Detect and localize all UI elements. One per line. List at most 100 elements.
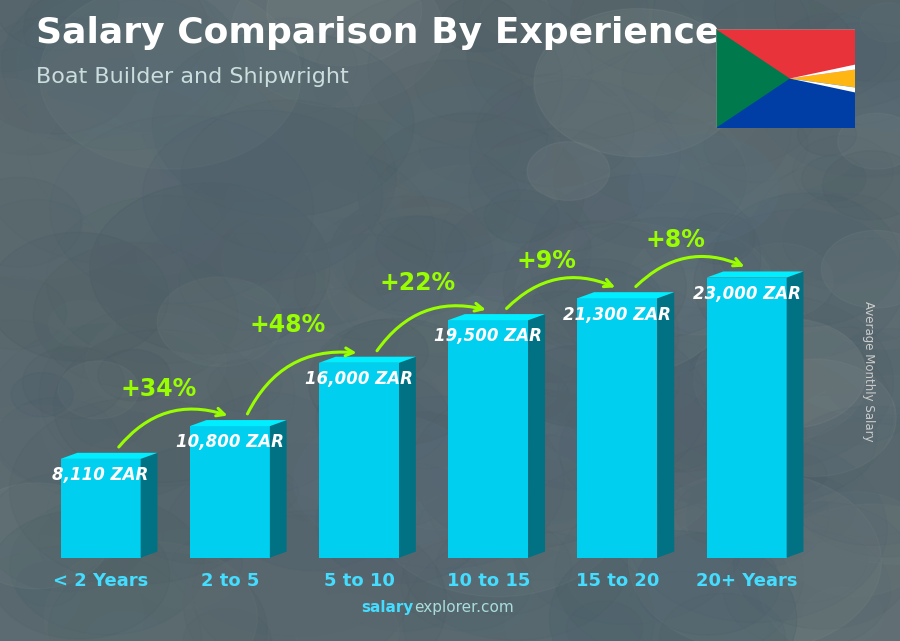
Circle shape [838,113,900,169]
Circle shape [120,556,199,613]
Text: Average Monthly Salary: Average Monthly Salary [862,301,875,442]
Circle shape [554,111,746,248]
Circle shape [775,406,900,545]
Circle shape [824,329,900,424]
Circle shape [501,24,575,76]
Circle shape [473,435,612,533]
Circle shape [763,327,900,445]
Circle shape [225,144,401,269]
Circle shape [0,546,202,641]
Circle shape [625,460,703,515]
Polygon shape [790,70,855,87]
Circle shape [0,545,80,641]
Polygon shape [578,292,674,298]
Circle shape [648,294,894,469]
Circle shape [779,16,900,124]
Polygon shape [319,356,416,363]
Circle shape [528,174,760,340]
Circle shape [357,0,450,37]
Circle shape [0,397,120,486]
Circle shape [344,216,484,316]
Circle shape [644,353,877,519]
Polygon shape [716,29,855,78]
Circle shape [553,606,642,641]
Circle shape [40,331,287,508]
Circle shape [310,322,484,446]
Circle shape [486,349,591,424]
Circle shape [339,320,428,383]
Circle shape [152,30,414,217]
Text: +34%: +34% [121,376,197,401]
Circle shape [426,415,658,580]
Circle shape [0,17,161,141]
Circle shape [65,337,189,424]
Polygon shape [190,426,270,558]
Circle shape [701,189,900,332]
Circle shape [0,511,170,639]
Circle shape [558,306,791,472]
Circle shape [466,319,706,490]
Circle shape [684,213,755,264]
Circle shape [10,397,272,584]
Circle shape [469,128,644,253]
Circle shape [712,319,866,428]
Circle shape [366,421,519,530]
Circle shape [252,287,466,440]
Circle shape [444,234,558,315]
Circle shape [375,216,465,280]
Circle shape [322,396,564,569]
Polygon shape [448,320,528,558]
Circle shape [221,213,356,308]
Circle shape [558,383,669,462]
Polygon shape [716,78,855,128]
Circle shape [634,0,846,107]
Circle shape [775,0,900,82]
Polygon shape [790,65,855,78]
Polygon shape [528,314,545,558]
Circle shape [727,244,833,319]
Circle shape [454,101,704,279]
Circle shape [503,74,595,140]
Circle shape [793,136,894,207]
Circle shape [325,522,478,631]
Circle shape [12,373,73,417]
Circle shape [704,109,808,183]
Circle shape [219,18,357,116]
Circle shape [0,276,67,349]
Circle shape [339,450,483,553]
Circle shape [385,87,552,205]
Polygon shape [658,292,674,558]
Circle shape [860,3,900,42]
Circle shape [550,358,609,400]
Text: 8,110 ZAR: 8,110 ZAR [52,466,148,484]
Circle shape [54,329,268,483]
Circle shape [626,231,772,335]
Circle shape [314,215,427,295]
Circle shape [427,562,530,635]
Circle shape [635,532,779,635]
Circle shape [605,313,671,361]
Circle shape [115,445,281,563]
Circle shape [756,240,900,418]
Circle shape [440,0,518,52]
Text: 16,000 ZAR: 16,000 ZAR [305,370,413,388]
Circle shape [554,487,804,641]
Circle shape [365,335,479,415]
Circle shape [10,497,204,635]
Circle shape [318,120,421,194]
Text: explorer.com: explorer.com [414,601,514,615]
Circle shape [217,372,458,544]
Circle shape [744,0,900,86]
Circle shape [106,484,180,537]
Circle shape [505,151,749,324]
Circle shape [589,249,664,303]
Circle shape [326,207,530,353]
Text: +9%: +9% [517,249,576,272]
Circle shape [284,410,471,543]
Circle shape [33,242,238,388]
Circle shape [770,320,877,395]
Circle shape [38,505,145,581]
Circle shape [626,437,887,622]
Circle shape [687,465,829,567]
Circle shape [368,0,592,148]
